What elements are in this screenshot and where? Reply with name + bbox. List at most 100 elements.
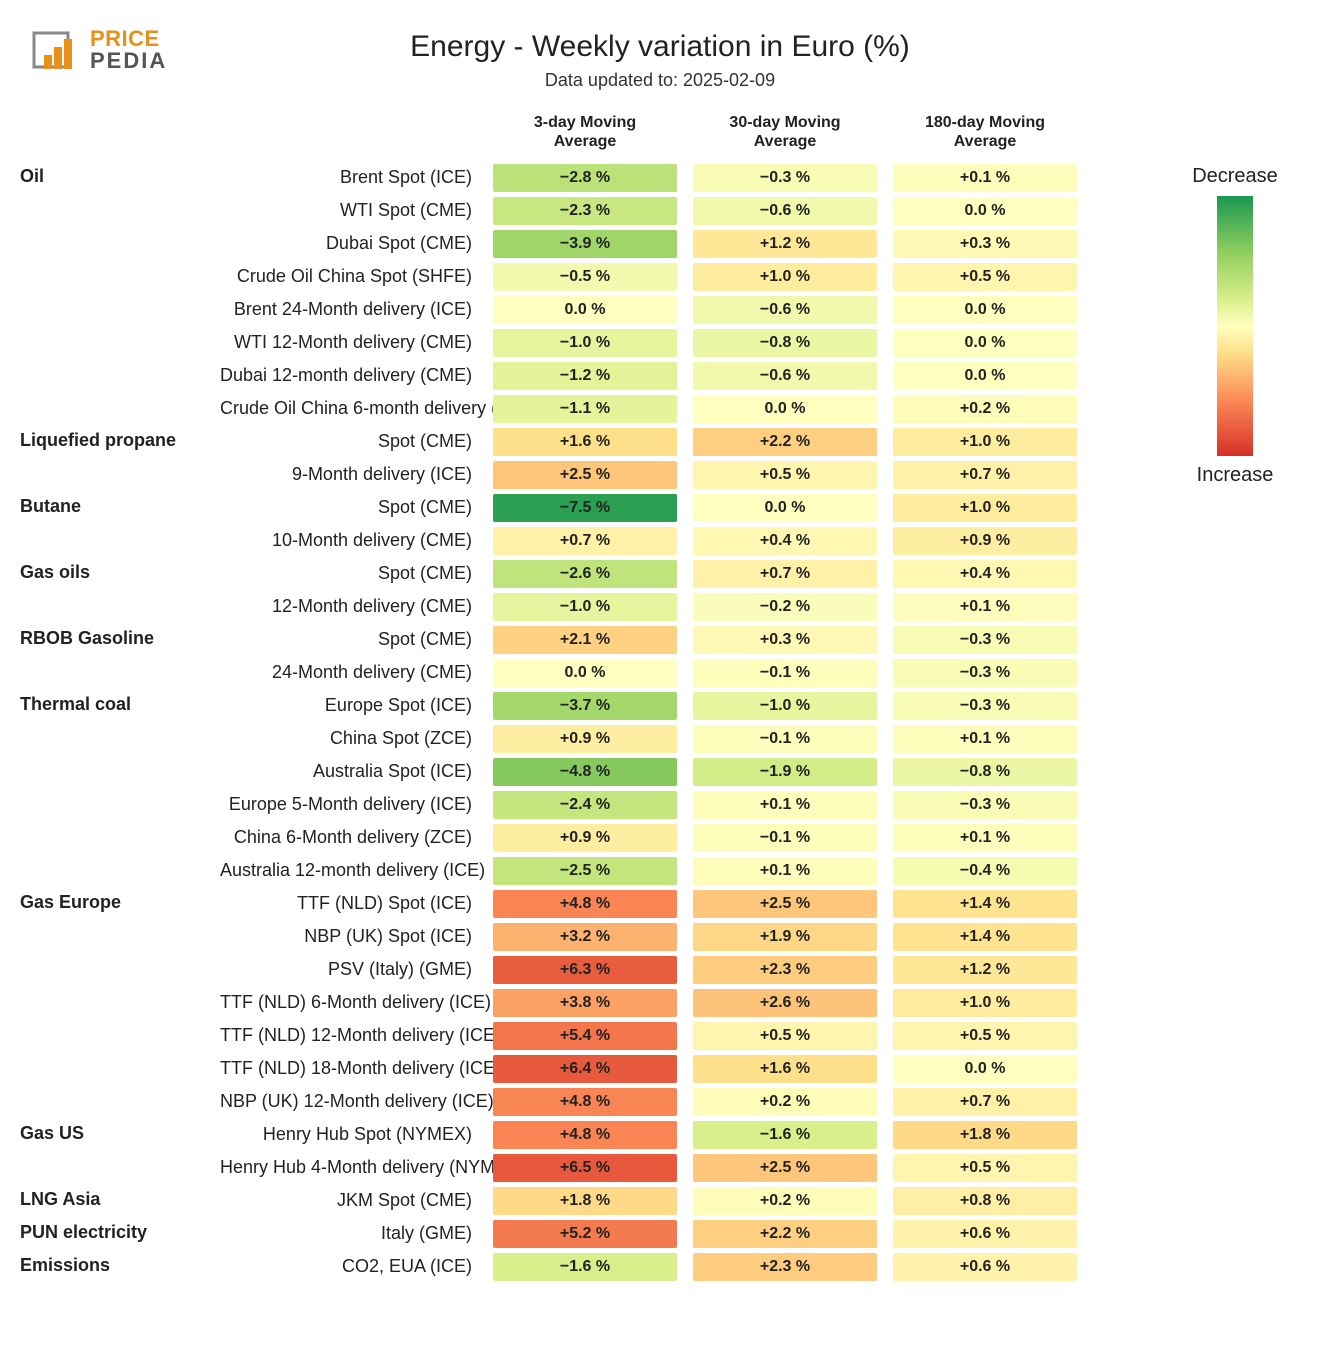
value-cell: +4.8 % <box>493 1121 677 1149</box>
col-head-0: 3-day Moving Average <box>490 113 680 161</box>
value-cell: −2.4 % <box>493 791 677 819</box>
category-label <box>20 986 210 991</box>
value-cell: +1.6 % <box>493 428 677 456</box>
row-label: CO2, EUA (ICE) <box>220 1256 480 1277</box>
category-label <box>20 227 210 232</box>
value-cell: +0.5 % <box>893 1022 1077 1050</box>
value-cell: +0.9 % <box>493 725 677 753</box>
value-cell: −1.0 % <box>693 692 877 720</box>
row-label: Spot (CME) <box>220 497 480 518</box>
value-cell: −1.1 % <box>493 395 677 423</box>
value-cell: +2.5 % <box>693 890 877 918</box>
category-label <box>20 293 210 298</box>
category-label <box>20 821 210 826</box>
category-label <box>20 326 210 331</box>
value-cell: +6.5 % <box>493 1154 677 1182</box>
value-cell: 0.0 % <box>893 329 1077 357</box>
category-label <box>20 854 210 859</box>
row-label: Italy (GME) <box>220 1223 480 1244</box>
value-cell: +0.9 % <box>493 824 677 852</box>
value-cell: −1.2 % <box>493 362 677 390</box>
row-label: Australia Spot (ICE) <box>220 761 480 782</box>
category-label <box>20 755 210 760</box>
value-cell: −7.5 % <box>493 494 677 522</box>
value-cell: −0.8 % <box>693 329 877 357</box>
row-label: JKM Spot (CME) <box>220 1190 480 1211</box>
value-cell: +0.1 % <box>893 725 1077 753</box>
value-cell: +3.8 % <box>493 989 677 1017</box>
category-label <box>20 788 210 793</box>
category-label <box>20 458 210 463</box>
value-cell: +1.0 % <box>893 989 1077 1017</box>
category-label: PUN electricity <box>20 1217 210 1243</box>
value-cell: +4.8 % <box>493 890 677 918</box>
value-cell: +0.3 % <box>893 230 1077 258</box>
row-label: NBP (UK) Spot (ICE) <box>220 926 480 947</box>
value-cell: +2.2 % <box>693 428 877 456</box>
value-cell: +0.5 % <box>693 1022 877 1050</box>
category-label: Gas oils <box>20 557 210 583</box>
value-cell: −0.6 % <box>693 362 877 390</box>
value-cell: +0.2 % <box>693 1088 877 1116</box>
value-cell: 0.0 % <box>693 395 877 423</box>
row-label: WTI Spot (CME) <box>220 200 480 221</box>
category-label: Thermal coal <box>20 689 210 715</box>
value-cell: −1.6 % <box>693 1121 877 1149</box>
value-cell: −0.3 % <box>893 659 1077 687</box>
value-cell: +1.0 % <box>893 494 1077 522</box>
value-cell: +2.1 % <box>493 626 677 654</box>
value-cell: +6.4 % <box>493 1055 677 1083</box>
category-label <box>20 920 210 925</box>
value-cell: −2.3 % <box>493 197 677 225</box>
value-cell: −2.8 % <box>493 164 677 192</box>
row-label: Brent 24-Month delivery (ICE) <box>220 299 480 320</box>
row-label: TTF (NLD) 12-Month delivery (ICE) <box>220 1025 480 1046</box>
brand-logo: PRICE PEDIA <box>30 25 167 75</box>
category-label <box>20 194 210 199</box>
heatmap-table: 3-day Moving Average 30-day Moving Avera… <box>20 113 1300 1283</box>
value-cell: −0.6 % <box>693 197 877 225</box>
value-cell: +0.5 % <box>893 263 1077 291</box>
value-cell: +2.5 % <box>493 461 677 489</box>
value-cell: +0.7 % <box>893 1088 1077 1116</box>
row-label: 9-Month delivery (ICE) <box>220 464 480 485</box>
value-cell: +1.6 % <box>693 1055 877 1083</box>
col-head-2: 180-day Moving Average <box>890 113 1080 161</box>
category-label <box>20 260 210 265</box>
value-cell: 0.0 % <box>493 659 677 687</box>
row-label: TTF (NLD) Spot (ICE) <box>220 893 480 914</box>
value-cell: −3.7 % <box>493 692 677 720</box>
value-cell: −1.0 % <box>493 593 677 621</box>
value-cell: 0.0 % <box>693 494 877 522</box>
logo-icon <box>30 25 84 75</box>
value-cell: +3.2 % <box>493 923 677 951</box>
value-cell: −4.8 % <box>493 758 677 786</box>
col-head-1: 30-day Moving Average <box>690 113 880 161</box>
row-label: 12-Month delivery (CME) <box>220 596 480 617</box>
value-cell: +1.9 % <box>693 923 877 951</box>
row-label: Australia 12-month delivery (ICE) <box>220 860 480 881</box>
value-cell: −0.1 % <box>693 659 877 687</box>
category-label <box>20 1151 210 1156</box>
row-label: Europe 5-Month delivery (ICE) <box>220 794 480 815</box>
value-cell: +0.5 % <box>893 1154 1077 1182</box>
category-label <box>20 590 210 595</box>
color-legend: Decrease Increase <box>1180 165 1290 487</box>
page-title: Energy - Weekly variation in Euro (%) <box>20 30 1300 64</box>
value-cell: +1.8 % <box>493 1187 677 1215</box>
value-cell: +0.9 % <box>893 527 1077 555</box>
value-cell: +0.6 % <box>893 1220 1077 1248</box>
value-cell: +0.7 % <box>493 527 677 555</box>
value-cell: +2.3 % <box>693 956 877 984</box>
value-cell: +4.8 % <box>493 1088 677 1116</box>
value-cell: +1.4 % <box>893 923 1077 951</box>
row-label: Europe Spot (ICE) <box>220 695 480 716</box>
legend-bottom-label: Increase <box>1180 464 1290 487</box>
value-cell: 0.0 % <box>893 197 1077 225</box>
value-cell: +2.3 % <box>693 1253 877 1281</box>
category-label: Emissions <box>20 1250 210 1276</box>
value-cell: +0.7 % <box>693 560 877 588</box>
row-label: China Spot (ZCE) <box>220 728 480 749</box>
category-label: Gas US <box>20 1118 210 1144</box>
category-label: LNG Asia <box>20 1184 210 1210</box>
